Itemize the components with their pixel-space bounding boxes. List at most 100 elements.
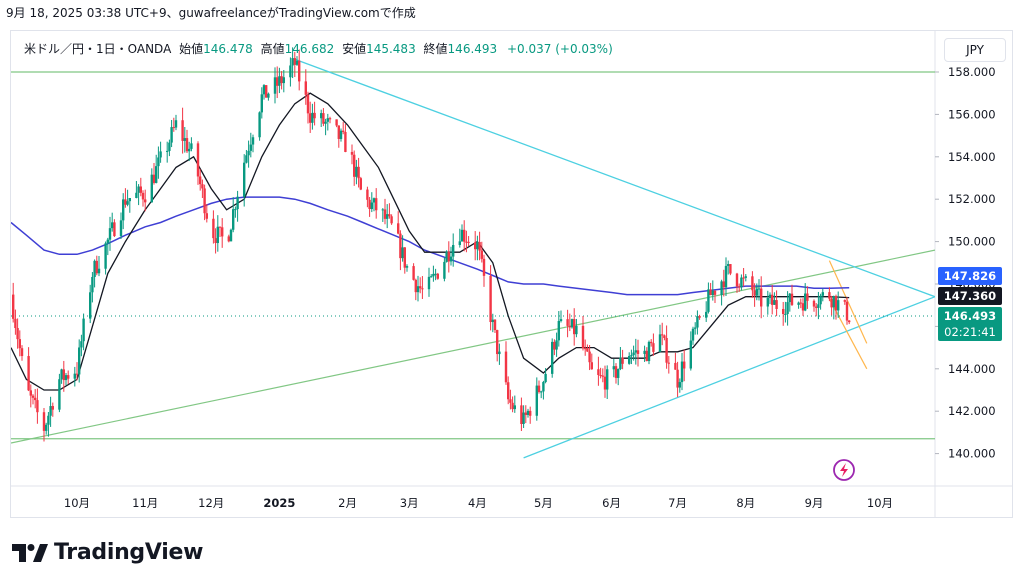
bearish-candle (27, 356, 30, 391)
bullish-candle (93, 260, 96, 277)
price-axis[interactable]: 158.000156.000154.000152.000150.000148.0… (935, 65, 996, 461)
bearish-candle (205, 213, 208, 219)
bullish-candle (555, 340, 558, 350)
bearish-candle (309, 113, 312, 123)
y-tick-label: 158.000 (948, 65, 996, 79)
bullish-candle (617, 369, 620, 378)
bearish-candle (113, 222, 116, 237)
y-tick-label: 152.000 (948, 192, 996, 206)
bullish-candle (720, 281, 723, 295)
bullish-candle (128, 198, 131, 202)
lightning-icon[interactable] (833, 459, 855, 481)
bullish-candle (188, 148, 191, 152)
last-price-badge (938, 307, 1002, 341)
bearish-candle (597, 369, 600, 376)
bullish-candle (64, 375, 68, 381)
bearish-candle (709, 289, 712, 296)
bearish-candle (509, 399, 512, 403)
bullish-candle (295, 60, 299, 65)
bullish-candle (111, 222, 114, 229)
x-tick-label: 5月 (534, 496, 553, 510)
bullish-candle (804, 293, 807, 311)
bearish-candle (75, 373, 79, 375)
x-tick-label: 10月 (64, 496, 90, 510)
bearish-candle (529, 410, 532, 416)
bullish-candle (320, 113, 323, 119)
bullish-candle (696, 316, 699, 328)
bearish-candle (799, 302, 802, 304)
bearish-candle (328, 118, 332, 120)
bearish-candle (465, 241, 468, 243)
bearish-candle (16, 327, 19, 340)
bullish-candle (797, 302, 800, 305)
bearish-candle (383, 209, 387, 219)
bearish-candle (95, 260, 98, 274)
bearish-candle (524, 412, 527, 415)
high-label: 高値 (260, 42, 285, 56)
symbol-info[interactable]: 米ドル／円・1日・OANDA (24, 42, 172, 56)
bullish-candle (243, 162, 246, 197)
bearish-candle (350, 151, 354, 155)
x-tick-label: 6月 (602, 496, 621, 510)
time-axis[interactable]: 10月 11月 12月 2025 2月 3月 4月 5月 6月 7月 8月 9月 10月 (64, 496, 893, 510)
bearish-candle (203, 188, 206, 214)
bearish-candle (830, 298, 833, 308)
bullish-candle (575, 325, 578, 335)
bullish-candle (705, 311, 708, 318)
bullish-candle (168, 142, 171, 151)
bullish-candle (513, 405, 516, 410)
x-tick-label: 4月 (468, 496, 487, 510)
bearish-candle (553, 341, 556, 350)
bullish-candle (755, 288, 758, 296)
chart-pane[interactable] (10, 30, 1013, 518)
bearish-candle (590, 362, 593, 370)
bearish-candle (221, 227, 224, 237)
bearish-candle (511, 402, 514, 410)
bullish-candle (247, 150, 250, 156)
bearish-candle (467, 241, 470, 243)
bearish-candle (480, 250, 483, 259)
bullish-candle (273, 77, 277, 94)
bearish-candle (199, 176, 202, 185)
bullish-candle (628, 355, 631, 364)
bearish-candle (790, 293, 794, 305)
bearish-candle (447, 251, 450, 262)
ma20-line (11, 92, 850, 391)
bullish-candle (236, 196, 239, 210)
bullish-candle (73, 373, 76, 379)
bearish-candle (36, 400, 39, 413)
bearish-candle (141, 192, 145, 200)
bearish-candle (412, 266, 415, 280)
bullish-candle (262, 85, 266, 95)
bearish-candle (843, 300, 846, 302)
y-tick-label: 154.000 (948, 150, 996, 164)
bullish-candle (183, 138, 186, 141)
bearish-candle (601, 375, 604, 377)
bearish-candle (185, 138, 189, 152)
bullish-candle (570, 319, 574, 328)
bullish-candle (691, 328, 695, 341)
bearish-candle (14, 318, 17, 328)
bullish-candle (680, 361, 684, 383)
bearish-candle (683, 361, 686, 369)
currency-button[interactable]: JPY (944, 38, 1006, 62)
bearish-candle (614, 366, 618, 378)
bullish-candle (324, 121, 327, 124)
bullish-candle (190, 143, 193, 149)
bullish-candle (678, 382, 681, 388)
bearish-candle (399, 233, 402, 259)
bullish-candle (80, 341, 83, 348)
tradingview-logo-icon (12, 543, 48, 562)
bullish-candle (443, 261, 446, 279)
bullish-candle (535, 385, 538, 416)
bullish-candle (89, 292, 92, 319)
close-value: 146.493 (447, 42, 498, 56)
rising-trendline (11, 249, 935, 444)
bullish-candle (58, 379, 61, 410)
bearish-candle (397, 223, 400, 234)
bearish-candle (322, 113, 325, 124)
bullish-candle (216, 226, 219, 244)
bullish-candle (232, 209, 235, 230)
y-tick-label: 150.000 (948, 235, 996, 249)
